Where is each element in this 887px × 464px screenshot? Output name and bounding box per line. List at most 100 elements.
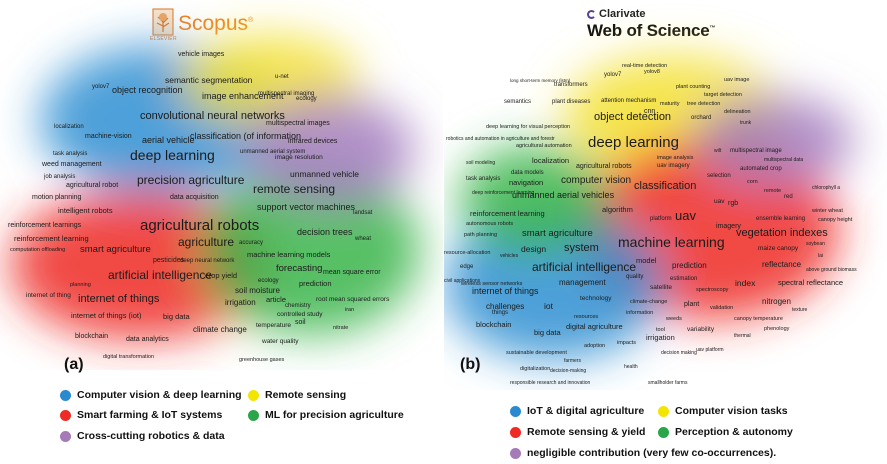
term-label: management: [559, 278, 606, 287]
term-label: resources: [574, 314, 598, 320]
term-label: uav: [714, 198, 725, 205]
term-label: robotics and automation in agriculture a…: [446, 136, 555, 142]
term-label: vehicles: [500, 253, 519, 259]
scopus-wordmark: Scopus®: [178, 12, 254, 35]
term-label: algorithm: [602, 205, 633, 214]
term-label: technology: [580, 295, 612, 302]
legend-item-perception: Perception & autonomy: [658, 426, 793, 438]
term-label: iot: [544, 301, 554, 311]
term-label: job analysis: [43, 174, 75, 180]
cluster-blob: [459, 145, 609, 255]
term-label: climate change: [193, 325, 247, 334]
term-label: image analysis: [657, 155, 694, 161]
term-label: long short-term memory (lstm): [510, 78, 571, 83]
clarivate-icon: [587, 9, 596, 19]
term-label: cnn: [644, 108, 655, 115]
term-label: model: [636, 256, 657, 265]
term-label: soil moisture: [235, 286, 280, 295]
term-label: multispectral image: [730, 148, 782, 154]
legend-dot-blue: [510, 405, 521, 417]
term-label: satellite: [650, 284, 672, 291]
term-label: soil modeling: [466, 160, 495, 166]
term-label: red: [784, 194, 793, 200]
term-label: edge: [460, 264, 474, 270]
term-label: texture: [792, 307, 808, 313]
term-label: object detection: [594, 111, 671, 123]
term-labels: vehicle images semantic segmentation u-net…: [8, 51, 390, 363]
term-label: chemistry: [285, 303, 311, 309]
term-label: irrigation: [646, 333, 675, 342]
term-label: big data: [163, 312, 191, 321]
term-label: article: [266, 295, 286, 304]
term-label: sustainable development: [506, 350, 567, 356]
legend-dot-yellow: [248, 389, 259, 401]
legend-dot-yellow: [658, 405, 669, 417]
term-label: agricultural automation: [516, 143, 572, 149]
term-label: agriculture: [178, 235, 234, 249]
term-label: maturity: [660, 101, 680, 107]
legend-dot-green: [248, 409, 259, 421]
term-label: estimation: [670, 276, 697, 282]
legend-item-negligible: negligible contribution (very few co-occ…: [510, 447, 776, 459]
term-label: localization: [54, 124, 84, 130]
term-label: machine learning: [618, 234, 725, 250]
term-label: things: [492, 310, 508, 316]
term-label: temperature: [256, 322, 291, 329]
term-label: controlled study: [277, 311, 323, 318]
term-label: nitrogen: [762, 297, 791, 306]
term-label: digital transformation: [103, 354, 154, 360]
term-label: data analytics: [126, 336, 169, 343]
term-label: support vector machines: [257, 202, 356, 212]
term-label: tool: [656, 327, 665, 333]
term-label: landsat: [353, 210, 373, 216]
term-label: plant diseases: [552, 99, 590, 105]
legend-item-cross-cutting: Cross-cutting robotics & data: [60, 430, 225, 442]
term-label: path planning: [464, 232, 497, 238]
legend-item-computer-vision: Computer vision & deep learning: [60, 389, 242, 401]
term-label: task analysis: [53, 151, 87, 157]
term-label: data models: [511, 170, 544, 176]
cluster-blob: [694, 95, 854, 185]
term-label: unmanned vehicle: [290, 169, 359, 179]
term-label: blockchain: [75, 333, 108, 340]
term-label: soil: [295, 319, 306, 326]
term-label: multispectral imaging: [258, 91, 314, 97]
term-label: ensemble learning: [756, 216, 805, 222]
term-label: canopy height: [818, 217, 853, 223]
term-label: variability: [687, 326, 715, 333]
term-label: iran: [345, 307, 354, 313]
legend-item-remote-yield: Remote sensing & yield: [510, 426, 645, 438]
term-label: wireless sensor networks: [460, 281, 523, 287]
term-label: semantics: [504, 99, 531, 105]
panel-b-label: (b): [460, 356, 481, 373]
term-label: ecology: [296, 96, 317, 102]
term-label: agricultural robots: [576, 163, 632, 170]
term-label: quality: [626, 274, 643, 280]
legend-dot-green: [658, 426, 669, 438]
term-label: spectroscopy: [696, 287, 729, 293]
term-label: resource-allocation: [444, 250, 490, 256]
term-label: lai: [818, 253, 823, 259]
term-label: localization: [532, 156, 569, 165]
term-label: planning: [70, 282, 91, 288]
term-label: imagery: [716, 223, 741, 230]
term-label: ecology: [258, 278, 279, 284]
term-label: big data: [534, 328, 562, 337]
term-label: platform: [650, 216, 672, 222]
legend-item-iot-digital: IoT & digital agriculture: [510, 405, 644, 417]
term-label: weeds: [665, 316, 682, 322]
term-label: artificial intelligence: [532, 260, 636, 274]
term-label: decision making: [661, 350, 697, 356]
term-label: precision agriculture: [137, 173, 245, 187]
term-label: uav image: [724, 77, 749, 83]
legend-dot-red: [60, 409, 71, 421]
term-label: thermal: [734, 333, 751, 339]
term-label: blockchain: [476, 320, 511, 329]
term-label: computation offloading: [10, 247, 65, 253]
term-label: adoption: [584, 343, 605, 349]
wos-wordmark: Web of Science™: [587, 21, 716, 40]
term-label: agricultural robots: [140, 217, 259, 234]
term-label: multispectral images: [266, 120, 330, 127]
term-label: digitalization: [520, 366, 550, 372]
